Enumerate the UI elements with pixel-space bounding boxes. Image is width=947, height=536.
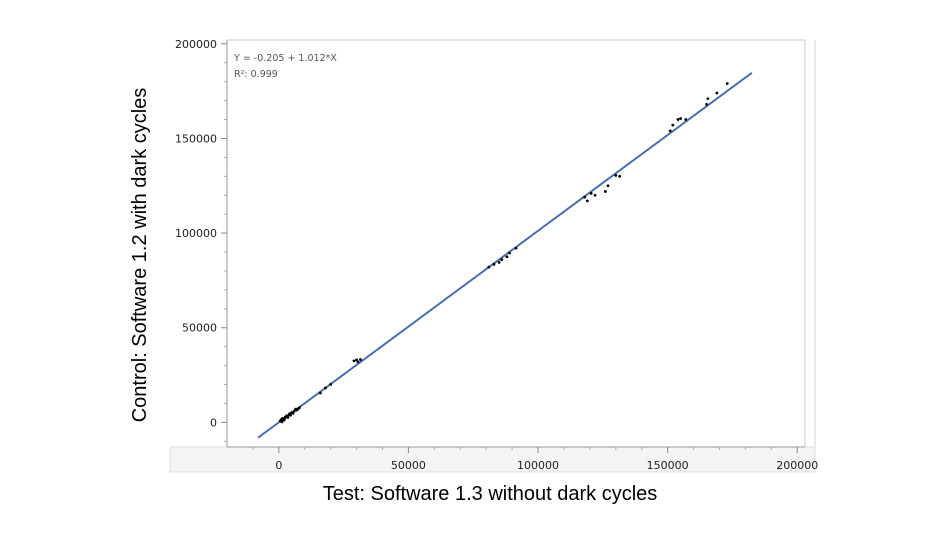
data-point [508, 251, 511, 255]
data-point [725, 82, 729, 85]
data-point [589, 191, 593, 195]
data-point [705, 102, 708, 106]
y-tick-label: 0 [210, 416, 217, 429]
data-point [492, 262, 496, 266]
y-tick-label: 50000 [182, 322, 217, 335]
data-point [593, 193, 597, 197]
y-axis-title: Control: Software 1.2 with dark cycles [129, 88, 151, 423]
y-tick-label: 200000 [175, 38, 217, 51]
data-point [324, 386, 327, 390]
bottom-panel-strip [169, 446, 816, 473]
y-tick-label: 100000 [175, 227, 217, 240]
data-point [585, 199, 589, 203]
x-tick-label: 100000 [517, 459, 559, 472]
data-point [497, 261, 501, 264]
regression-line [257, 71, 753, 439]
data-point [500, 258, 504, 261]
x-axis-title: Test: Software 1.3 without dark cycles [323, 483, 658, 505]
data-point [679, 117, 682, 120]
data-point [352, 359, 356, 363]
y-tick-label: 150000 [175, 132, 217, 145]
data-point [668, 129, 672, 133]
data-point [298, 406, 301, 410]
data-point [671, 123, 675, 127]
data-point [583, 195, 587, 199]
data-point [285, 415, 289, 418]
data-point [291, 411, 295, 415]
data-point [288, 412, 292, 416]
x-tick-label: 150000 [647, 459, 689, 472]
plot-frame [226, 39, 806, 448]
data-point [318, 391, 322, 395]
data-point [487, 265, 491, 269]
data-point [283, 417, 286, 421]
y-ticks: 0 50000 100000 150000 200000 [175, 38, 227, 442]
data-point [676, 118, 680, 121]
data-point [715, 91, 719, 95]
x-ticks: 0 50000 100000 150000 200000 [252, 447, 818, 472]
data-points [278, 82, 729, 424]
data-point [614, 173, 618, 177]
data-point [618, 174, 622, 178]
data-point [280, 420, 284, 424]
regression-equation: Y = -0.205 + 1.012*X [233, 53, 337, 64]
x-tick-label: 0 [275, 459, 282, 472]
data-point [505, 255, 509, 259]
data-point [356, 360, 360, 364]
data-point [684, 118, 688, 121]
x-tick-label: 200000 [776, 459, 818, 472]
data-point [604, 190, 607, 193]
data-point [706, 97, 710, 101]
data-point [514, 246, 518, 250]
r-squared-label: R²: 0.999 [234, 69, 278, 80]
data-point [359, 358, 362, 361]
data-point [329, 382, 333, 386]
x-tick-label: 50000 [391, 459, 426, 472]
data-point [606, 184, 610, 188]
